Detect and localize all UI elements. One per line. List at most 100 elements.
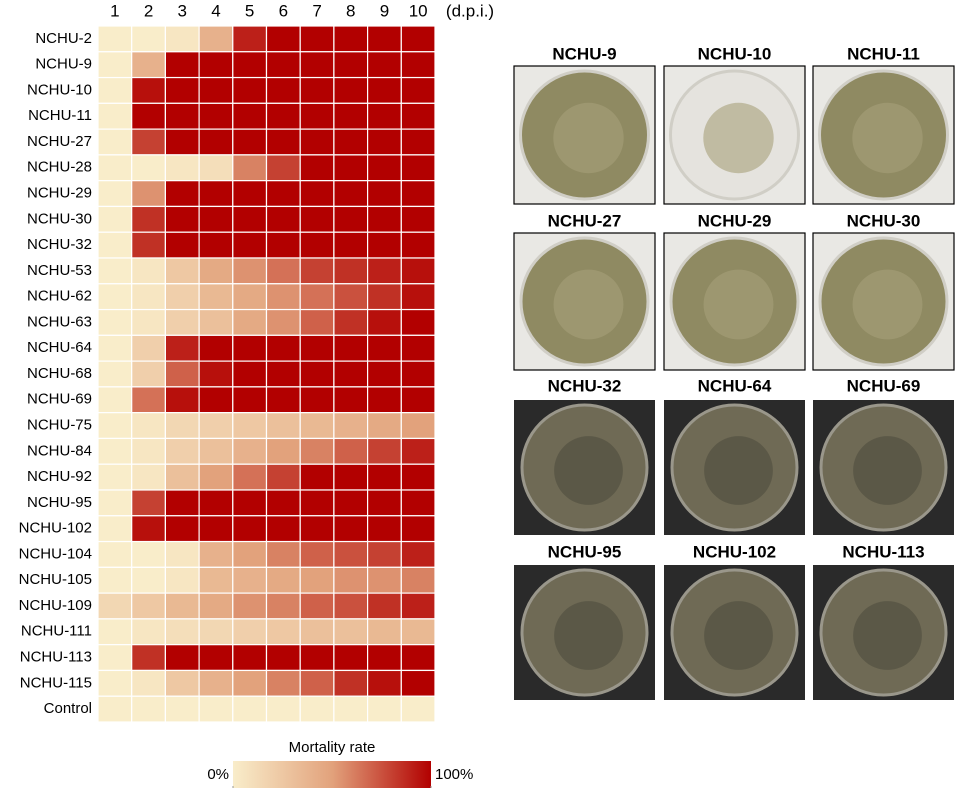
column-label: 2 xyxy=(144,1,153,20)
heatmap-cell xyxy=(164,463,200,491)
heatmap-cell xyxy=(265,437,301,465)
heatmap-cell xyxy=(400,618,436,646)
heatmap-cell xyxy=(97,489,133,517)
heatmap-cell xyxy=(265,644,301,672)
heatmap-cell xyxy=(400,51,436,79)
heatmap-cell xyxy=(299,386,335,414)
row-label: NCHU-30 xyxy=(27,210,92,227)
photo-label: NCHU-95 xyxy=(548,542,622,561)
heatmap-cell xyxy=(265,669,301,697)
heatmap-cell xyxy=(367,695,402,723)
heatmap-cell xyxy=(198,128,234,156)
heatmap-cell xyxy=(164,644,200,672)
heatmap-cell xyxy=(367,154,402,182)
heatmap-cell xyxy=(164,154,200,182)
heatmap-cell xyxy=(97,695,133,723)
heatmap-cell xyxy=(367,386,402,414)
heatmap-cell xyxy=(97,257,133,285)
heatmap-cell xyxy=(333,437,369,465)
culture xyxy=(704,601,773,670)
heatmap-cell xyxy=(164,618,200,646)
heatmap-cell xyxy=(299,489,335,517)
heatmap-cell xyxy=(131,386,166,414)
culture xyxy=(554,601,623,670)
photo: NCHU-27 xyxy=(513,211,656,371)
culture xyxy=(704,436,773,505)
heatmap-cell xyxy=(232,102,268,130)
heatmap-cell xyxy=(198,695,234,723)
heatmap-cell xyxy=(299,540,335,568)
heatmap-cell xyxy=(131,180,166,208)
heatmap-cell xyxy=(400,102,436,130)
heatmap-cell xyxy=(97,76,133,104)
heatmap-cell xyxy=(367,566,402,594)
heatmap-cell xyxy=(97,25,133,53)
photo: NCHU-113 xyxy=(813,542,954,700)
colorbar-title: Mortality rate xyxy=(289,739,376,756)
heatmap-cell xyxy=(367,412,402,440)
heatmap-cell xyxy=(333,205,369,233)
photo-label: NCHU-102 xyxy=(693,542,776,561)
heatmap-cell xyxy=(367,540,402,568)
heatmap-cell xyxy=(299,515,335,543)
heatmap-cell xyxy=(333,644,369,672)
heatmap-cell xyxy=(131,102,166,130)
heatmap-cell xyxy=(97,412,133,440)
photo-label: NCHU-29 xyxy=(698,211,772,230)
heatmap-cell xyxy=(198,283,234,311)
heatmap-cell xyxy=(198,154,234,182)
heatmap-cell xyxy=(97,386,133,414)
heatmap-cell xyxy=(333,386,369,414)
heatmap-cell xyxy=(232,257,268,285)
heatmap-cell xyxy=(164,412,200,440)
heatmap-cell xyxy=(164,695,200,723)
heatmap-cell xyxy=(232,618,268,646)
heatmap-cell xyxy=(97,669,133,697)
heatmap-cell xyxy=(299,25,335,53)
heatmap-cell xyxy=(131,25,166,53)
row-label: NCHU-104 xyxy=(19,545,92,562)
heatmap-cell xyxy=(198,437,234,465)
heatmap-cell xyxy=(198,592,234,620)
column-label: 5 xyxy=(245,1,254,20)
photo: NCHU-11 xyxy=(812,44,955,205)
heatmap-cell xyxy=(232,695,268,723)
row-label: NCHU-11 xyxy=(28,107,92,124)
heatmap-cell xyxy=(265,231,301,259)
heatmap-cell xyxy=(333,308,369,336)
heatmap-cell xyxy=(97,618,133,646)
heatmap-cell xyxy=(400,128,436,156)
heatmap-cell xyxy=(164,231,200,259)
heatmap-cell xyxy=(367,618,402,646)
heatmap-cell xyxy=(265,283,301,311)
culture xyxy=(852,269,923,340)
heatmap-cell xyxy=(333,283,369,311)
heatmap-cell xyxy=(198,308,234,336)
heatmap-cell xyxy=(265,540,301,568)
heatmap-cell xyxy=(265,257,301,285)
culture xyxy=(852,102,923,174)
heatmap-cell xyxy=(299,644,335,672)
heatmap-cell xyxy=(198,334,234,362)
column-label: 1 xyxy=(110,1,119,20)
column-label: 4 xyxy=(211,1,220,20)
heatmap-cell xyxy=(97,128,133,156)
heatmap-cell xyxy=(232,231,268,259)
heatmap-cell xyxy=(164,334,200,362)
heatmap-cell xyxy=(97,437,133,465)
colorbar-tick-label: 0% xyxy=(207,766,229,783)
heatmap-cell xyxy=(400,76,436,104)
heatmap-cell xyxy=(232,412,268,440)
heatmap-cell xyxy=(131,334,166,362)
heatmap-cell xyxy=(97,231,133,259)
heatmap-cell xyxy=(400,566,436,594)
heatmap-cell xyxy=(198,618,234,646)
heatmap-cell xyxy=(265,386,301,414)
heatmap-cell xyxy=(367,231,402,259)
heatmap-cell xyxy=(232,669,268,697)
heatmap-cell xyxy=(164,283,200,311)
heatmap-cell xyxy=(198,489,234,517)
heatmap-cell xyxy=(400,669,436,697)
heatmap-cell xyxy=(367,257,402,285)
heatmap-cell xyxy=(299,412,335,440)
